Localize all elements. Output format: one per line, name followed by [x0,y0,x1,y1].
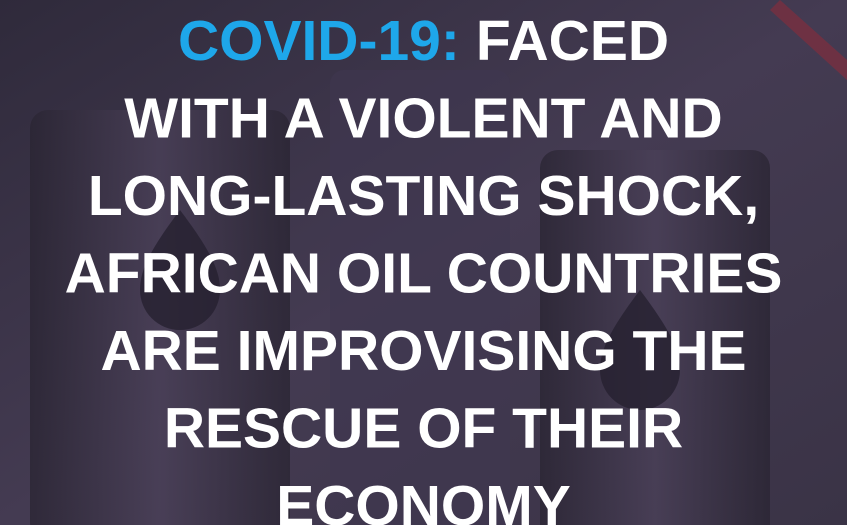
headline: COVID-19:FACED WITH A VIOLENT AND LONG-LAS… [65,9,783,525]
headline-line: COVID-19:FACED [178,9,669,73]
headline-line: ARE IMPROVISING THE [100,319,746,383]
headline-line: RESCUE OF THEIR [164,397,683,461]
headline-line: AFRICAN OIL COUNTRIES [65,242,783,306]
headline-highlight: COVID-19: [178,9,460,73]
headline-line: WITH A VIOLENT AND [124,87,722,151]
headline-text: FACED [476,9,669,73]
banner: COVID-19:FACED WITH A VIOLENT AND LONG-LAS… [0,0,847,525]
headline-line: LONG-LASTING SHOCK, [88,164,759,228]
headline-line: ECONOMY [276,474,571,525]
